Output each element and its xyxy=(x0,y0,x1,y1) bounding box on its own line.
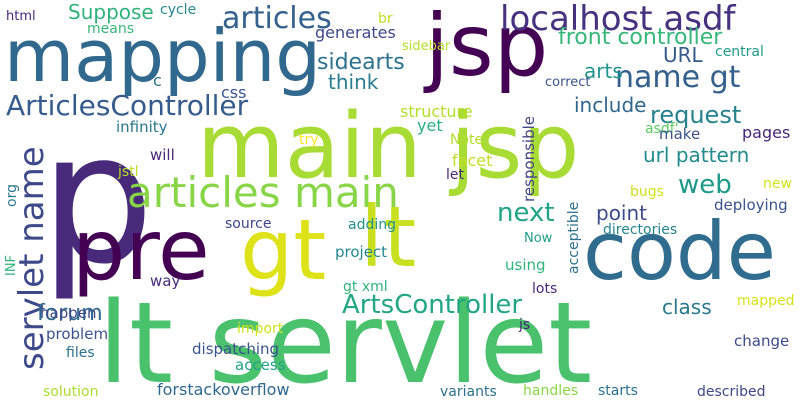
word-acceptible: acceptible xyxy=(566,201,582,274)
word-html: html xyxy=(6,9,36,24)
word-servlet-name: servlet name xyxy=(12,146,52,370)
word-structure: structure xyxy=(400,102,473,121)
word-articles: articles xyxy=(222,1,332,36)
word-artscontroller: ArtsController xyxy=(342,290,523,320)
word-forstackoverflow: forstackoverflow xyxy=(157,380,290,399)
word-adding: adding xyxy=(348,217,397,233)
word-mapped: mapped xyxy=(737,293,795,309)
word-solution: solution xyxy=(43,384,99,400)
word-access: access xyxy=(235,356,286,374)
word-will: will xyxy=(150,146,175,164)
word-change: change xyxy=(734,332,790,350)
word-way: way xyxy=(150,272,181,290)
word-think: think xyxy=(328,70,379,94)
word-mapping: mapping xyxy=(4,14,322,98)
word-lt-servlet: lt servlet xyxy=(98,279,593,400)
word-let: let xyxy=(446,167,464,183)
word-source: source xyxy=(225,216,272,232)
word-point: point xyxy=(596,201,648,225)
word-asdf-quote: asdf' xyxy=(645,121,679,137)
word-make: make xyxy=(659,125,701,143)
word-forum: forum xyxy=(37,301,103,326)
word-facet: facet xyxy=(452,151,493,170)
word-happen: happen xyxy=(40,304,97,322)
word-localhost-asdf: localhost asdf xyxy=(500,0,736,39)
word-pages: pages xyxy=(742,123,791,142)
word-url-pattern: url pattern xyxy=(643,143,750,167)
word-bugs: bugs xyxy=(630,184,664,200)
word-gt-xml: gt xml xyxy=(343,279,388,295)
word-central: central xyxy=(715,44,764,60)
word-org: org xyxy=(4,184,20,207)
word-articles-main: articles main xyxy=(127,168,399,217)
word-web: web xyxy=(678,170,732,200)
word-responsible: responsible xyxy=(520,116,538,202)
word-front-controller: front controller xyxy=(558,25,723,50)
word-deploying: deploying xyxy=(714,196,788,214)
word-lt: lt xyxy=(360,188,417,286)
word-css: css xyxy=(221,83,247,102)
word-variants: variants xyxy=(440,384,497,400)
word-request: request xyxy=(650,101,742,129)
word-name-gt: name gt xyxy=(615,60,741,95)
word-articlescontroller: ArticlesController xyxy=(6,89,249,122)
word-br: br xyxy=(378,11,393,27)
word-include: include xyxy=(574,93,647,117)
word-generates: generates xyxy=(315,23,396,42)
word-pre: pre xyxy=(72,201,210,299)
word-handles: handles xyxy=(523,383,579,399)
word-gt: gt xyxy=(240,201,327,299)
word-now: Now xyxy=(524,231,553,246)
word-c: c xyxy=(153,71,162,90)
word-import: import xyxy=(237,321,284,337)
word-arts: arts xyxy=(584,59,623,83)
word-yet: yet xyxy=(417,116,443,135)
word-starts: starts xyxy=(598,383,638,399)
word-project: project xyxy=(335,243,388,261)
word-described: described xyxy=(697,384,766,400)
word-suppose: Suppose xyxy=(68,0,154,24)
word-infinity: infinity xyxy=(116,118,168,136)
word-cycle: cycle xyxy=(160,2,197,18)
word-jstl: jstl xyxy=(118,164,139,180)
word-class: class xyxy=(662,295,712,319)
word-try: try xyxy=(299,132,319,148)
word-directories: directories xyxy=(603,222,678,238)
word-files: files xyxy=(66,345,95,361)
word-dispatching: dispatching xyxy=(192,340,280,358)
word-means: means xyxy=(87,21,134,37)
word-url: URL xyxy=(663,43,703,67)
word-sidearts: sidearts xyxy=(317,50,405,75)
word-code: code xyxy=(583,205,776,298)
word-main-jsp: main jsp xyxy=(197,94,580,199)
word-inf: INF xyxy=(4,254,19,276)
word-new: new xyxy=(763,176,792,192)
word-sidebar: sidebar xyxy=(402,39,451,54)
word-js: js xyxy=(519,317,531,333)
word-jsp: jsp xyxy=(425,0,549,96)
word-next: next xyxy=(497,198,555,228)
word-correct: correct xyxy=(545,75,591,90)
word-problem: problem xyxy=(46,325,109,343)
word-note: Note xyxy=(450,132,484,148)
word-using: using xyxy=(505,256,546,274)
word-p: p xyxy=(40,95,155,304)
word-lots: lots xyxy=(532,281,558,297)
